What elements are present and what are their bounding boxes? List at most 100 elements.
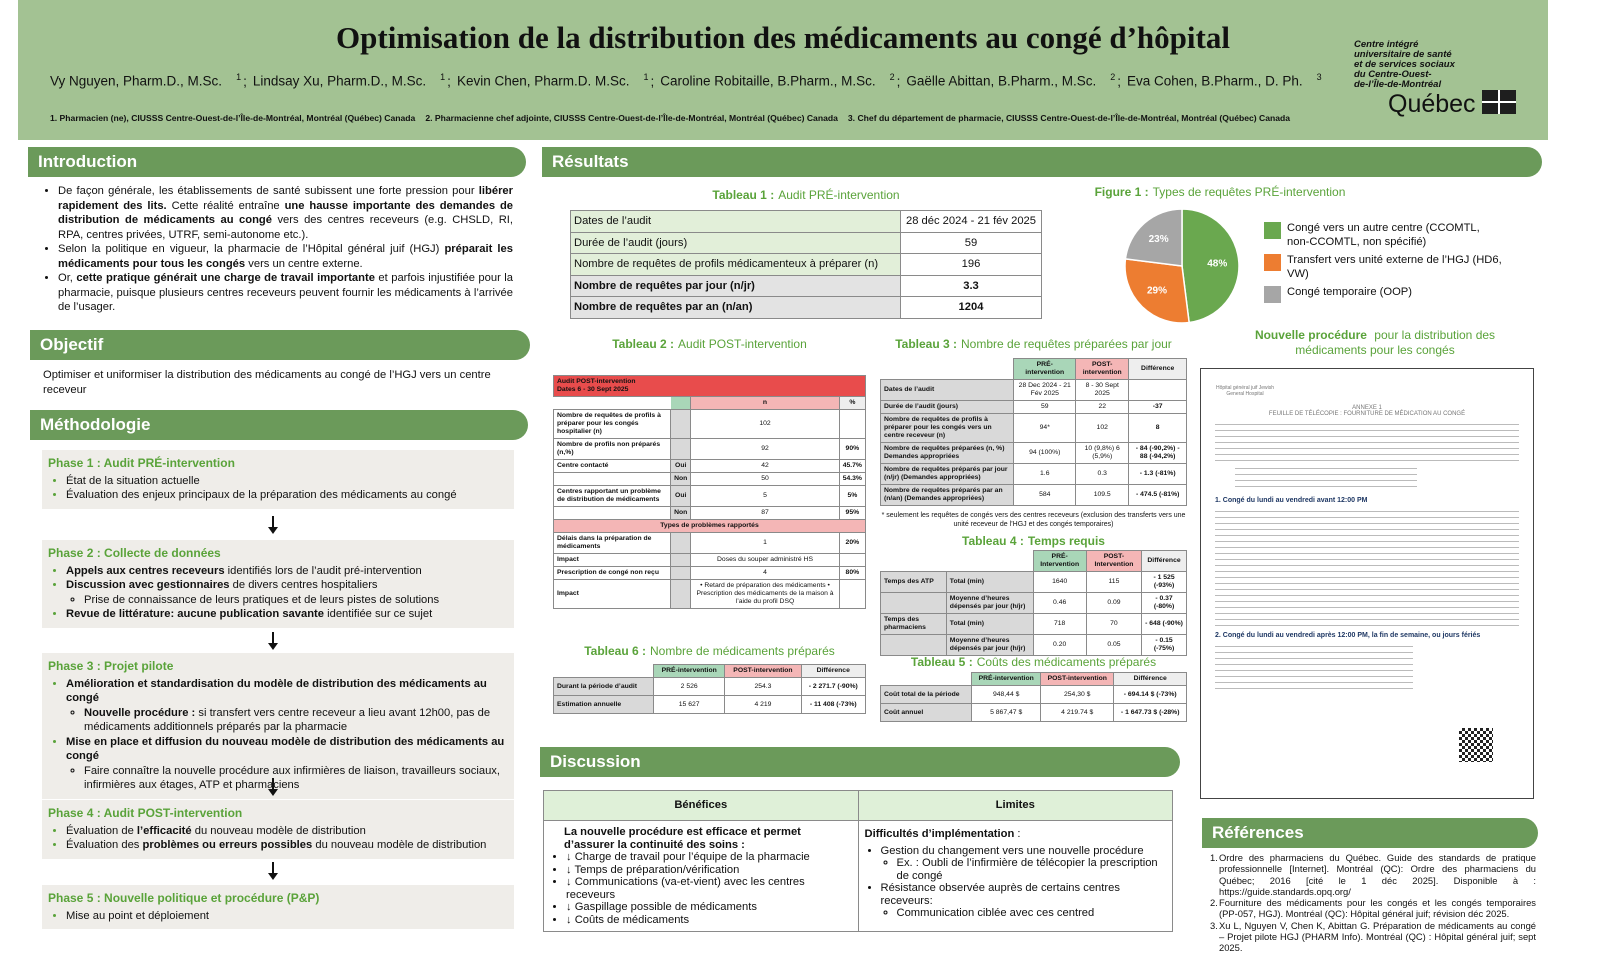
column-header: % [838,396,867,410]
table-cell [838,579,867,609]
table-cell: Impact [552,579,672,609]
column-header [554,665,654,678]
phase-box: Phase 1 : Audit PRÉ-intervention État de … [42,450,514,509]
ref-number: 1. [1210,852,1218,863]
column-header: Différence [1128,358,1187,380]
table-row: Centre contacté Oui 42 45.7% [552,459,867,473]
table-cell: 102 [690,409,840,439]
table-row: Nombre de requêtes préparés par jour (n/… [879,463,1187,485]
table-cell: 115 [1085,571,1143,593]
ref-number: 3. [1210,919,1218,931]
table-cell: Non [670,472,692,486]
column-header [881,551,947,572]
text-run: vers des centres receveurs (e.g. CHSLD, … [58,214,513,241]
slice-label: 48% [1207,258,1227,269]
bullet-list: ↓ Charge de travail pour l’équipe de la … [550,851,852,926]
table-cell: 59 [1013,400,1077,414]
column-header [881,359,1014,380]
table-cell: Nombre de requêtes préparés par jour (n/… [879,463,1015,485]
bullet-item: De façon générale, les établissements de… [58,184,513,242]
header-row: PRÉ-intervention POST-intervention Différe… [881,672,1187,686]
bullet-item: ↓ Charge de travail pour l’équipe de la … [566,851,852,864]
table-cell: Nombre de requêtes de profils à préparer… [879,413,1015,443]
bold-run: préparait les médicaments pour tous les … [58,243,513,270]
table-row: Nombre de requêtes préparées (n, %) Dema… [879,442,1187,464]
separator: ; [650,73,655,89]
bullet-item: État de la situation actuelle [66,474,508,489]
header-band: Optimisation de la distribution des médi… [18,0,1548,140]
ref-text: Fourniture des médicaments pour les cong… [1219,897,1536,920]
column-header [670,396,691,410]
table-cell: 28 déc 2024 - 21 fév 2025 [900,210,1042,233]
table-cell [880,634,947,656]
table-cell: 95% [838,506,867,520]
table-cell: 8 - 30 Sept 2025 [1075,379,1130,401]
table-cell: 109.5 [1075,484,1130,506]
caption-text: Temps requis [1027,534,1105,548]
table-cell: 28 Dec 2024 - 21 Fév 2025 [1013,379,1077,401]
bold-run: Discussion avec gestionnaires [66,579,230,591]
sub-item: Nouvelle procédure : si transfert vers c… [84,706,508,735]
column-header: Différence [1113,672,1187,686]
legend-swatch [1264,286,1281,303]
table-cell: Durée de l’audit (jours) [879,400,1015,414]
bullet-item: ↓ Gaspillage possible de médicaments [566,901,852,914]
table-caption: Tableau 5 : Coûts des médicaments préparé… [880,655,1187,669]
wordmark: Québec [1388,90,1476,118]
table-note: * seulement les requêtes de congés vers … [881,512,1186,528]
table-cell [838,409,867,439]
bullet-item: ↓ Coûts de médicaments [566,914,852,927]
legend-item: Congé vers un autre centre (CCOMTL, non-… [1264,222,1504,249]
text-run: De façon générale, les établissements de… [58,185,479,197]
text-run: et parfois injustifiée pour la pharmacie… [58,272,513,313]
table-cell: Nombre de requêtes de profils à préparer… [552,409,672,439]
table-cell [552,472,672,486]
phase-box: Phase 3 : Projet pilote Amélioration et s… [42,653,514,799]
doc-lines [1215,508,1519,628]
table-cell: Doses du souper administré HS [690,553,840,567]
objective-text: Optimiser et uniformiser la distribution… [43,369,491,396]
reference: 2. Fourniture des médicaments pour les co… [1210,897,1536,920]
column-header: Bénéfices [543,790,859,821]
author-name: Vy Nguyen, Pharm.D., M.Sc. [50,73,223,89]
legend-label: Congé vers un autre centre (CCOMTL, non-… [1287,222,1480,248]
separator: ; [243,73,247,89]
table-cell: • Retard de préparation des médicaments … [690,579,840,609]
phase-title: Phase 5 : Nouvelle politique et procédur… [48,891,320,905]
bullet-item: Mise au point et déploiement [66,909,508,924]
table-cell: Temps des pharmaciens [880,613,947,635]
text-run: vers un centre externe. [245,257,363,270]
author-name: Lindsay Xu, Pharm.D., M.Sc. [252,73,427,89]
data-table: Dates de l’audit 28 déc 2024 - 21 fév 202… [570,210,1042,319]
bold-run: Amélioration et standardisation du modèl… [66,677,487,705]
table-cell: 94* [1013,413,1077,443]
bullet-item: Gestion du changement vers une nouvelle … [881,845,1167,883]
table-cell: 2 526 [652,677,726,696]
arrow [268,778,278,796]
table-row: Durée de l’audit (jours) 59 [570,231,1042,254]
column-header [554,397,671,410]
table-cell: Coût annuel [879,703,973,722]
text-run: du nouveau modèle de distribution [191,824,366,837]
table-cell: Oui [670,459,692,473]
table-cell: Total (min) [945,613,1034,635]
text-run: Selon la politique en vigueur, la pharma… [58,243,445,255]
caption-label: Tableau 1 : [712,188,775,202]
author-affil: 2 [1110,72,1116,82]
table-cell: Nombre de requêtes de profils médicament… [570,253,901,276]
procedure-caption: Nouvelle procédure pour la distribution … [1230,328,1520,358]
bullet-list: État de la situation actuelleÉvaluation … [48,474,508,503]
ref-number: 2. [1210,897,1218,909]
table-cell: 15 627 [652,695,726,714]
bullet-item: Revue de littérature: aucune publication… [66,607,508,622]
table-cell: 42 [690,459,840,473]
bullet-item: Appels aux centres receveurs identifiés … [66,564,508,579]
table-cell: Nombre de requêtes par an (n/an) [570,296,901,319]
table-cell: 254,30 $ [1040,685,1115,704]
sub-item: Prise de connaissance de leurs pratiques… [84,593,508,608]
logo-line: universitaire de santé [1354,49,1452,60]
data-table: PRÉ-Intervention POST-Intervention Différe… [880,550,1187,656]
table-row: Dates de l’audit 28 Dec 2024 - 21 Fév 202… [879,379,1187,401]
separator: ; [447,73,451,89]
table-cell: Nombre de requêtes par jour (n/jr) [570,274,901,297]
